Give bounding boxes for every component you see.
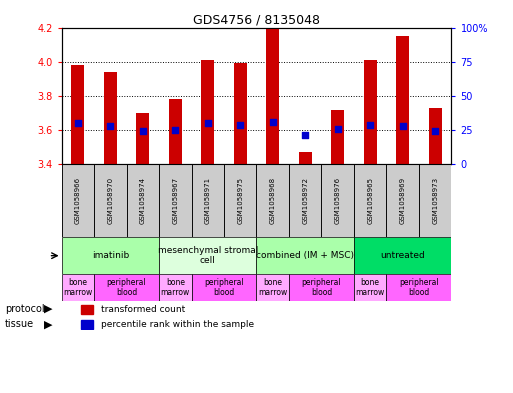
Bar — [71, 65, 84, 164]
Text: bone
marrow: bone marrow — [63, 278, 92, 297]
Bar — [331, 110, 344, 164]
Text: bone
marrow: bone marrow — [356, 278, 385, 297]
FancyBboxPatch shape — [94, 274, 159, 301]
Bar — [201, 60, 214, 164]
FancyBboxPatch shape — [159, 274, 191, 301]
Bar — [104, 72, 117, 164]
Bar — [266, 28, 279, 164]
FancyBboxPatch shape — [256, 164, 289, 237]
FancyBboxPatch shape — [419, 164, 451, 237]
FancyBboxPatch shape — [256, 237, 354, 274]
FancyBboxPatch shape — [386, 164, 419, 237]
Text: ▶: ▶ — [44, 303, 52, 314]
FancyBboxPatch shape — [191, 164, 224, 237]
Point — [333, 125, 342, 132]
Bar — [299, 152, 312, 164]
Bar — [234, 63, 247, 164]
Point — [74, 120, 82, 126]
Text: GSM1058976: GSM1058976 — [334, 177, 341, 224]
FancyBboxPatch shape — [94, 164, 127, 237]
Text: GSM1058965: GSM1058965 — [367, 177, 373, 224]
Point — [399, 123, 407, 129]
FancyBboxPatch shape — [256, 274, 289, 301]
Text: bone
marrow: bone marrow — [161, 278, 190, 297]
Point — [269, 119, 277, 125]
Text: GSM1058967: GSM1058967 — [172, 177, 179, 224]
Text: GSM1058971: GSM1058971 — [205, 177, 211, 224]
Text: imatinib: imatinib — [92, 251, 129, 260]
Text: transformed count: transformed count — [101, 305, 185, 314]
Point — [139, 128, 147, 134]
Text: mesenchymal stromal
cell: mesenchymal stromal cell — [157, 246, 258, 265]
Bar — [364, 60, 377, 164]
Bar — [429, 108, 442, 164]
Text: percentile rank within the sample: percentile rank within the sample — [101, 320, 253, 329]
Text: GSM1058975: GSM1058975 — [237, 177, 243, 224]
Text: tissue: tissue — [5, 319, 34, 329]
Text: peripheral
blood: peripheral blood — [302, 278, 341, 297]
Text: GSM1058973: GSM1058973 — [432, 177, 438, 224]
Text: peripheral
blood: peripheral blood — [204, 278, 244, 297]
Bar — [81, 305, 93, 314]
FancyBboxPatch shape — [386, 274, 451, 301]
Point — [236, 121, 244, 128]
Point — [431, 128, 439, 134]
Point — [106, 123, 114, 129]
FancyBboxPatch shape — [191, 274, 256, 301]
FancyBboxPatch shape — [354, 237, 451, 274]
Text: GSM1058969: GSM1058969 — [400, 177, 406, 224]
Bar — [396, 36, 409, 164]
Text: GSM1058970: GSM1058970 — [107, 177, 113, 224]
FancyBboxPatch shape — [62, 274, 94, 301]
FancyBboxPatch shape — [159, 237, 256, 274]
FancyBboxPatch shape — [289, 164, 322, 237]
FancyBboxPatch shape — [127, 164, 159, 237]
FancyBboxPatch shape — [62, 164, 94, 237]
FancyBboxPatch shape — [322, 164, 354, 237]
Text: combined (IM + MSC): combined (IM + MSC) — [256, 251, 354, 260]
Text: peripheral
blood: peripheral blood — [107, 278, 146, 297]
Bar — [81, 320, 93, 329]
Point — [301, 132, 309, 139]
FancyBboxPatch shape — [224, 164, 256, 237]
Bar — [136, 113, 149, 164]
Text: ▶: ▶ — [44, 319, 52, 329]
Point — [366, 121, 374, 128]
Bar — [169, 99, 182, 164]
FancyBboxPatch shape — [289, 274, 354, 301]
FancyBboxPatch shape — [159, 164, 191, 237]
Point — [171, 127, 180, 133]
Text: GSM1058966: GSM1058966 — [75, 177, 81, 224]
FancyBboxPatch shape — [354, 274, 386, 301]
FancyBboxPatch shape — [354, 164, 386, 237]
Text: GSM1058968: GSM1058968 — [270, 177, 276, 224]
Title: GDS4756 / 8135048: GDS4756 / 8135048 — [193, 13, 320, 26]
Text: protocol: protocol — [5, 303, 45, 314]
Text: GSM1058974: GSM1058974 — [140, 177, 146, 224]
Text: untreated: untreated — [380, 251, 425, 260]
Point — [204, 120, 212, 126]
Text: GSM1058972: GSM1058972 — [302, 177, 308, 224]
FancyBboxPatch shape — [62, 237, 159, 274]
Text: bone
marrow: bone marrow — [258, 278, 287, 297]
Text: peripheral
blood: peripheral blood — [399, 278, 439, 297]
